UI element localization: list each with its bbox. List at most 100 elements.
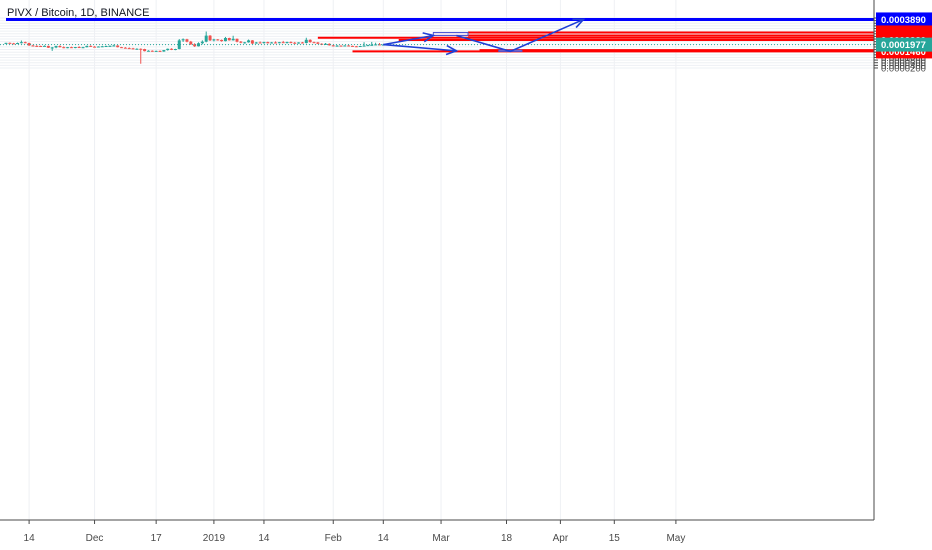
candle-body bbox=[27, 42, 31, 46]
candle-body bbox=[208, 35, 212, 41]
candle-body bbox=[247, 40, 251, 43]
x-tick-label: 14 bbox=[258, 533, 270, 544]
price-tag-label: 0.0001460 bbox=[881, 47, 926, 58]
price-tag-label: 0.0003890 bbox=[881, 15, 926, 26]
candle-body bbox=[300, 42, 304, 44]
candle-body bbox=[331, 45, 335, 47]
candle-body bbox=[220, 39, 224, 42]
candle-body bbox=[270, 42, 274, 44]
candle-body bbox=[96, 46, 100, 48]
zone-rectangle[interactable] bbox=[432, 31, 469, 36]
candle-body bbox=[54, 46, 58, 48]
y-tick-label: 0.0001000 bbox=[881, 53, 926, 64]
candle-body bbox=[312, 42, 316, 44]
candle-body bbox=[324, 43, 328, 45]
candle-body bbox=[274, 42, 277, 44]
x-tick-label: 17 bbox=[151, 533, 163, 544]
candle-body bbox=[204, 35, 208, 42]
candle-body bbox=[293, 42, 297, 44]
candle-body bbox=[66, 47, 70, 49]
candle-body bbox=[39, 46, 43, 48]
x-tick-label: Mar bbox=[432, 533, 450, 544]
x-tick-label: 2019 bbox=[203, 533, 226, 544]
candles bbox=[4, 31, 385, 64]
candle-body bbox=[166, 48, 170, 51]
candle-body bbox=[223, 37, 227, 42]
candle-body bbox=[316, 42, 320, 44]
candle-body bbox=[69, 47, 73, 49]
x-tick-label: 18 bbox=[501, 533, 513, 544]
x-tick-label: May bbox=[666, 533, 685, 544]
candle-body bbox=[231, 38, 235, 41]
candle-body bbox=[170, 48, 174, 50]
candle-body bbox=[43, 45, 46, 47]
chart-title: PIVX / Bitcoin, 1D, BINANCE bbox=[7, 7, 149, 19]
candle-body bbox=[343, 45, 347, 47]
projection-arrow[interactable] bbox=[456, 18, 584, 53]
candle-body bbox=[146, 50, 150, 52]
candle-body bbox=[100, 46, 104, 48]
candle-body bbox=[243, 42, 247, 44]
price-tag-label: 0.0001977 bbox=[881, 40, 926, 51]
candle-body bbox=[362, 45, 366, 47]
candle-body bbox=[304, 39, 308, 43]
candle-body bbox=[112, 45, 116, 47]
projection-arrow[interactable] bbox=[383, 34, 434, 46]
candle-body bbox=[85, 45, 89, 48]
arrow-head bbox=[572, 18, 586, 29]
candle-body bbox=[58, 46, 62, 48]
candle-body bbox=[154, 50, 158, 52]
candle-body bbox=[23, 42, 27, 44]
candle-body bbox=[327, 43, 331, 46]
candle-body bbox=[93, 46, 97, 48]
candle-body bbox=[77, 47, 81, 49]
candle-body bbox=[131, 48, 135, 50]
candle-body bbox=[358, 46, 362, 48]
candle-body bbox=[354, 46, 358, 48]
candle-body bbox=[139, 48, 143, 50]
candle-body bbox=[235, 38, 239, 42]
candle-body bbox=[177, 40, 181, 50]
candle-body bbox=[89, 45, 93, 47]
candle-body bbox=[123, 47, 127, 49]
candle-body bbox=[277, 42, 281, 44]
y-tick-label: 0.0000200 bbox=[881, 63, 926, 74]
projection-arrows[interactable] bbox=[383, 18, 586, 56]
candle-body bbox=[162, 50, 166, 52]
candle-body bbox=[297, 42, 301, 44]
candle-body bbox=[35, 45, 39, 47]
candle-body bbox=[281, 42, 285, 44]
candle-body bbox=[135, 48, 139, 50]
candle-body bbox=[104, 46, 108, 48]
candle-body bbox=[189, 41, 193, 45]
candle-body bbox=[216, 39, 220, 41]
x-tick-label: 14 bbox=[24, 533, 36, 544]
candle-body bbox=[262, 42, 266, 44]
candle-body bbox=[308, 39, 312, 43]
candle-body bbox=[285, 42, 289, 44]
candle-body bbox=[12, 43, 16, 45]
price-tag bbox=[876, 37, 932, 52]
arrow-head bbox=[445, 44, 459, 56]
horizontal-levels[interactable] bbox=[6, 17, 874, 53]
candle-body bbox=[81, 47, 85, 49]
candle-body bbox=[212, 39, 216, 41]
candle-body bbox=[46, 45, 50, 48]
candle-body bbox=[158, 50, 162, 52]
candle-body bbox=[347, 45, 351, 47]
candle-body bbox=[143, 49, 147, 52]
candle-body bbox=[254, 42, 258, 44]
projection-arrow[interactable] bbox=[383, 43, 457, 52]
candle-body bbox=[16, 42, 20, 44]
candle-body bbox=[120, 47, 123, 49]
y-tick-label: 0.0000400 bbox=[881, 61, 926, 72]
candle-body bbox=[266, 42, 270, 44]
x-tick-label: 15 bbox=[609, 533, 621, 544]
candle-body bbox=[250, 40, 254, 44]
candle-body bbox=[289, 42, 293, 44]
candle-body bbox=[339, 45, 343, 47]
candle-body bbox=[116, 45, 120, 48]
candle-body bbox=[227, 37, 231, 41]
